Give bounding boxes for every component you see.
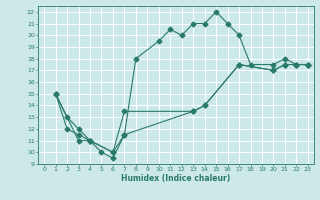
X-axis label: Humidex (Indice chaleur): Humidex (Indice chaleur) [121, 174, 231, 183]
